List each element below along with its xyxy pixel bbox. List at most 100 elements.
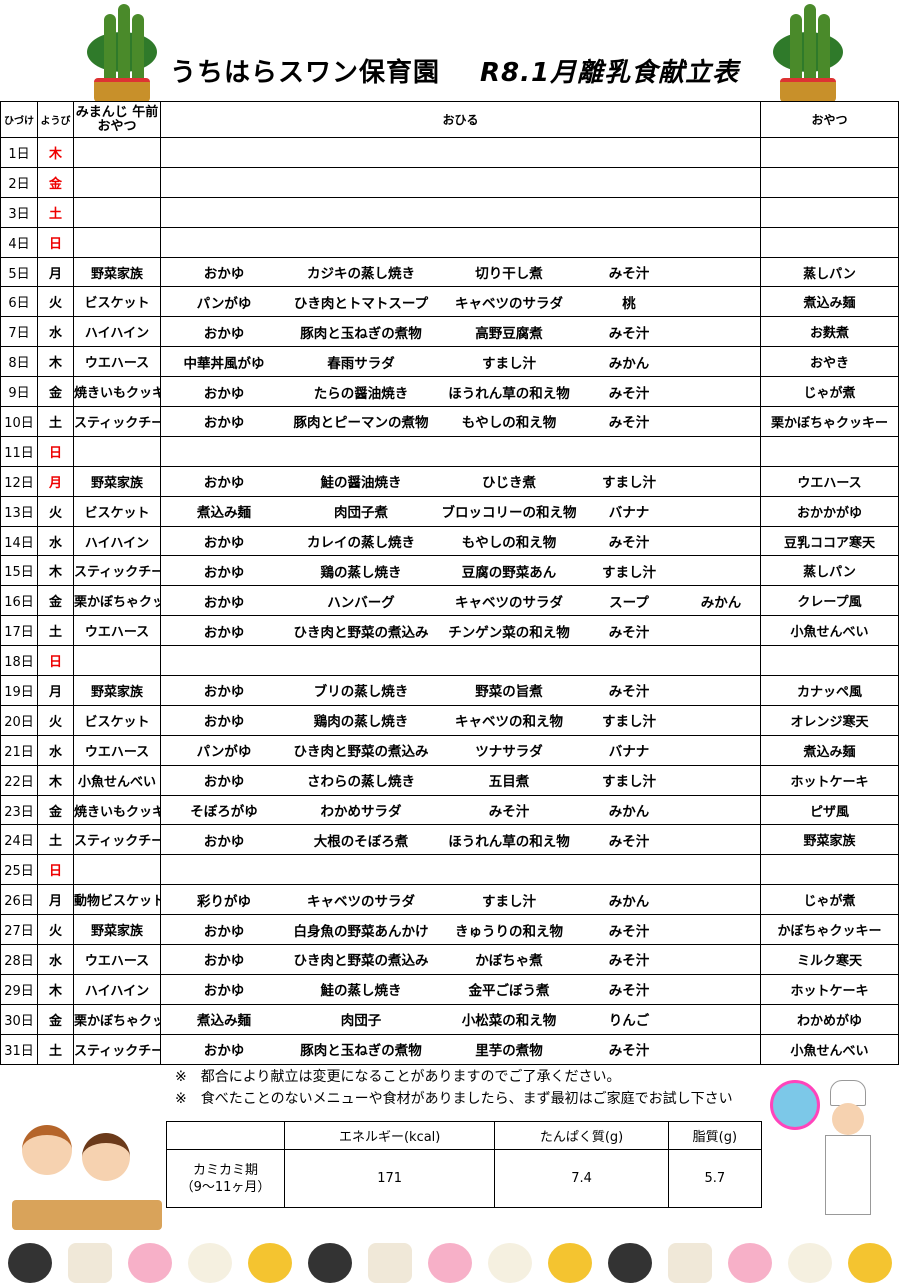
afternoon-snack-cell [760, 196, 899, 228]
header-dow: ようび [37, 101, 74, 138]
day-cell: 19日 [0, 675, 38, 706]
datemaki-icon [548, 1243, 592, 1283]
lunch-item: みかん [700, 594, 742, 611]
morning-snack-cell: ハイハイン [73, 525, 161, 557]
lunch-item: みそ汁 [608, 535, 650, 552]
header-am-snack: みまんじ 午前おやつ [73, 101, 161, 138]
menu-row: 4日日 [0, 226, 899, 258]
lunch-item: おかゆ [203, 624, 245, 641]
lunch-item: 中華丼風がゆ [183, 355, 265, 372]
afternoon-snack-cell [760, 435, 899, 467]
day-cell: 25日 [0, 854, 38, 886]
lunch-item: キャベツの和え物 [455, 714, 563, 731]
afternoon-snack-cell [760, 137, 899, 168]
morning-snack-cell [73, 226, 161, 258]
header-lunch: おひる [160, 101, 761, 138]
header-day: ひづけ [0, 101, 38, 138]
weekday-cell: 火 [37, 286, 74, 318]
lunch-cell: おかゆ さわらの蒸し焼き 五目煮 すまし汁 [160, 764, 761, 796]
afternoon-snack-cell: 栗かぼちゃクッキー [760, 406, 899, 437]
lunch-item: 鶏の蒸し焼き [320, 564, 402, 581]
period-label: カミカミ期 [192, 1162, 258, 1178]
afternoon-snack-cell: ピザ風 [760, 794, 899, 826]
day-cell: 5日 [0, 256, 38, 288]
lunch-cell: そぼろがゆ わかめサラダ みそ汁 みかん [160, 794, 761, 826]
morning-snack-cell: ビスケット [73, 495, 161, 527]
lunch-item: おかゆ [203, 684, 245, 701]
day-cell: 8日 [0, 346, 38, 378]
day-cell: 11日 [0, 435, 38, 467]
morning-snack-cell [73, 196, 161, 228]
lunch-item: もやしの和え物 [461, 535, 557, 552]
lunch-item: みそ汁 [608, 953, 650, 970]
weekday-cell: 金 [37, 585, 74, 617]
mochi-icon [368, 1243, 412, 1283]
afternoon-snack-cell: カナッペ風 [760, 675, 899, 706]
afternoon-snack-cell: ウエハース [760, 465, 899, 497]
lunch-item: 煮込み麺 [197, 505, 251, 522]
menu-row: 25日日 [0, 854, 899, 886]
lunch-item: ブロッコリーの和え物 [441, 505, 577, 522]
lunch-item: 肉団子煮 [334, 505, 388, 522]
morning-snack-cell: スティックチーズ [73, 1033, 161, 1065]
lunch-cell [160, 435, 761, 467]
lunch-item: おかゆ [203, 535, 245, 552]
menu-row: 16日金栗かぼちゃクッキー おかゆ ハンバーグ キャベツのサラダ スープ みかん クレープ風 [0, 585, 899, 617]
mochi-icon [668, 1243, 712, 1283]
weekday-cell: 日 [37, 645, 74, 677]
period-age: （9～11ヶ月） [180, 1179, 271, 1195]
day-cell: 7日 [0, 316, 38, 348]
kadomatsu-left-illustration [82, 2, 162, 102]
lunch-item: 鶏肉の蒸し焼き [313, 714, 409, 731]
menu-row: 21日水ウエハース パンがゆ ひき肉と野菜の煮込み ツナサラダ バナナ 煮込み麺 [0, 734, 899, 766]
nutrition-header-protein: たんぱく質(g) [494, 1121, 669, 1150]
children-eating-illustration [12, 1125, 162, 1235]
lunch-item: バナナ [608, 505, 650, 522]
menu-row: 11日日 [0, 435, 899, 467]
weekday-cell: 土 [37, 824, 74, 856]
lunch-item: 豚肉とピーマンの煮物 [293, 415, 429, 432]
lunch-cell: 彩りがゆ キャベツのサラダ すまし汁 みかん [160, 884, 761, 916]
lunch-cell: おかゆ ハンバーグ キャベツのサラダ スープ みかん [160, 585, 761, 617]
weekday-cell: 日 [37, 854, 74, 886]
menu-row: 15日木スティックチーズ おかゆ 鶏の蒸し焼き 豆腐の野菜あん すまし汁 蒸しパン [0, 555, 899, 587]
weekday-cell: 土 [37, 1033, 74, 1065]
lunch-item: すまし汁 [482, 355, 536, 372]
morning-snack-cell [73, 137, 161, 168]
day-cell: 31日 [0, 1033, 38, 1065]
lunch-item: すまし汁 [602, 774, 656, 791]
weekday-cell: 土 [37, 615, 74, 647]
weekday-cell: 木 [37, 764, 74, 796]
menu-row: 10日土スティックチーズ おかゆ 豚肉とピーマンの煮物 もやしの和え物 みそ汁 栗かぼちゃ… [0, 406, 899, 437]
afternoon-snack-cell: 小魚せんべい [760, 1033, 899, 1065]
morning-snack-cell: ハイハイン [73, 316, 161, 348]
day-cell: 2日 [0, 166, 38, 198]
lunch-item: みそ汁 [608, 624, 650, 641]
day-cell: 4日 [0, 226, 38, 258]
morning-snack-cell: スティックチーズ [73, 824, 161, 856]
day-cell: 1日 [0, 137, 38, 168]
menu-row: 3日土 [0, 196, 899, 228]
menu-row: 24日土スティックチーズ おかゆ 大根のそぼろ煮 ほうれん草の和え物 みそ汁 野菜家族 [0, 824, 899, 856]
weekday-cell: 金 [37, 794, 74, 826]
lunch-item: 野菜の旨煮 [475, 684, 543, 701]
lunch-cell: パンがゆ ひき肉と野菜の煮込み ツナサラダ バナナ [160, 734, 761, 766]
day-cell: 18日 [0, 645, 38, 677]
weekday-cell: 水 [37, 316, 74, 348]
afternoon-snack-cell [760, 854, 899, 886]
lunch-item: 彩りがゆ [197, 893, 251, 910]
menu-row: 6日火ビスケット パンがゆ ひき肉とトマトスープ キャベツのサラダ 桃 煮込み麺 [0, 286, 899, 318]
lunch-item: ひじき煮 [482, 475, 536, 492]
menu-row: 28日水ウエハース おかゆ ひき肉と野菜の煮込み かぼちゃ煮 みそ汁 ミルク寒天 [0, 944, 899, 975]
menu-row: 26日月動物ビスケット 彩りがゆ キャベツのサラダ すまし汁 みかん じゃが煮 [0, 884, 899, 916]
afternoon-snack-cell: お麩煮 [760, 316, 899, 348]
lunch-item: ほうれん草の和え物 [448, 385, 570, 402]
lunch-cell: おかゆ 豚肉とピーマンの煮物 もやしの和え物 みそ汁 [160, 406, 761, 437]
menu-row: 13日火ビスケット 煮込み麺 肉団子煮 ブロッコリーの和え物 バナナ おかかがゆ [0, 495, 899, 527]
menu-row: 14日水ハイハイン おかゆ カレイの蒸し焼き もやしの和え物 みそ汁 豆乳ココア寒天 [0, 525, 899, 557]
lunch-item: みそ汁 [608, 684, 650, 701]
header-row: ひづけ ようび みまんじ 午前おやつ おひる おやつ [0, 101, 899, 138]
lunch-item: 里芋の煮物 [475, 1043, 543, 1060]
lunch-item: みかん [608, 804, 650, 821]
menu-row: 31日土スティックチーズ おかゆ 豚肉と玉ねぎの煮物 里芋の煮物 みそ汁 小魚せんべい [0, 1033, 899, 1065]
